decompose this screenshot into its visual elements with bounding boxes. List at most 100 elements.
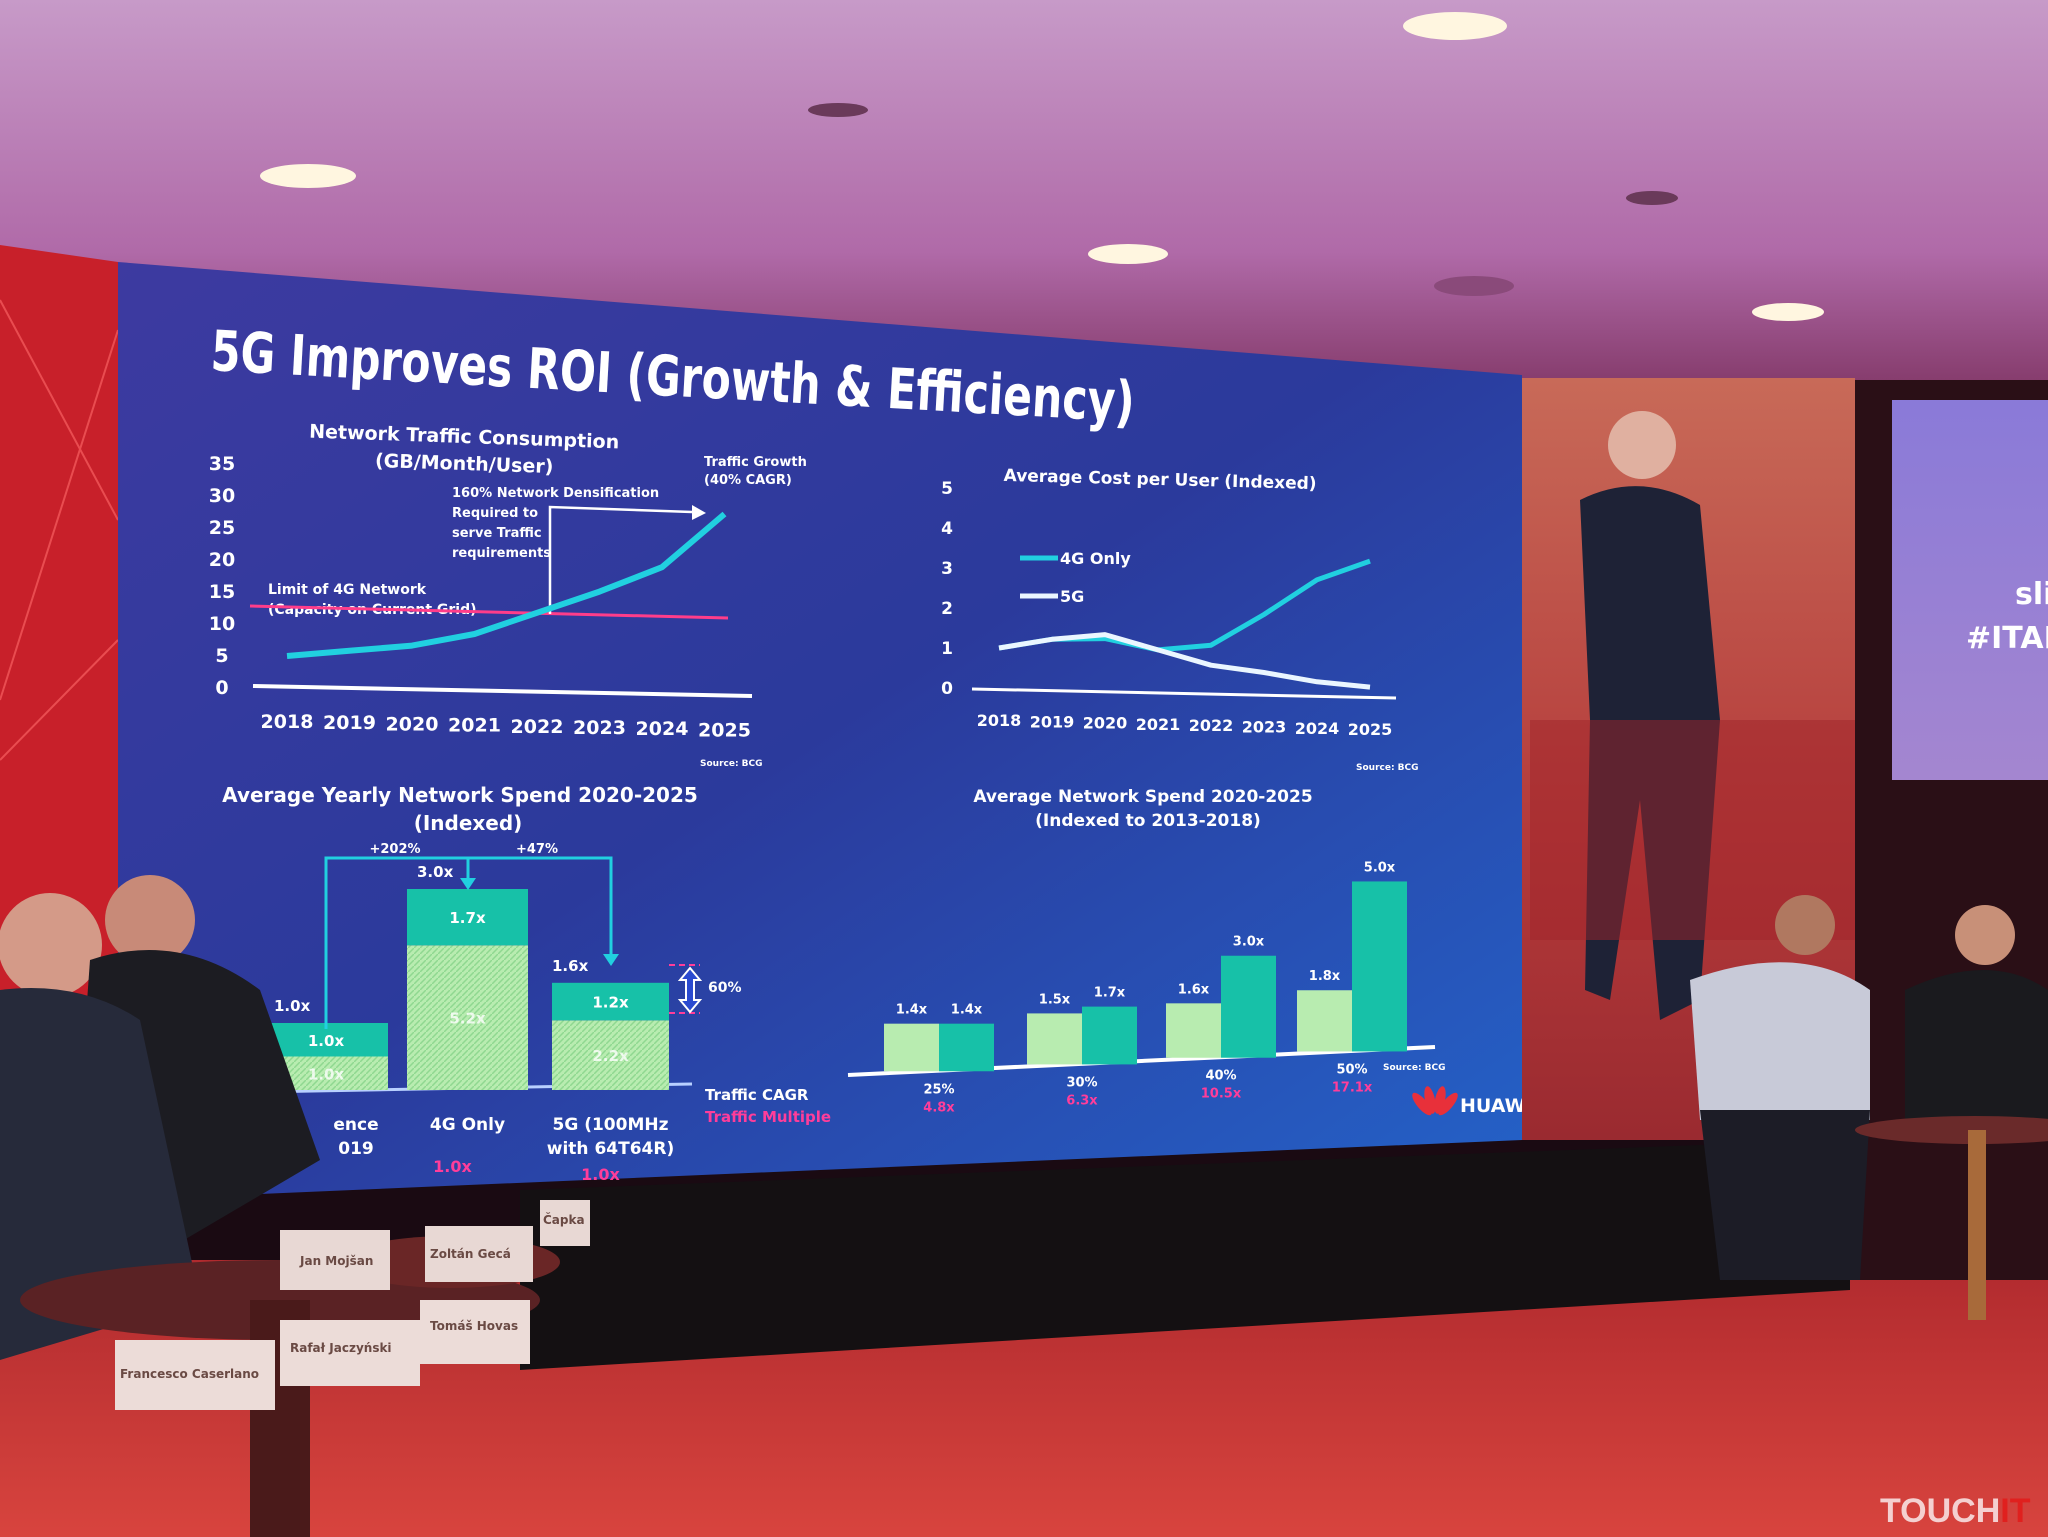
watermark: TOUCHIT [1880,1492,2031,1530]
y-tick-label: 5 [941,479,953,499]
x-tick-label: 2023 [573,717,626,739]
y-tick-label: 15 [209,581,235,603]
bar-upper-label: 1.0x [308,1032,345,1050]
panelists-left [0,875,560,1537]
stage-base [520,1145,1850,1370]
x-tick-label: 2023 [1242,718,1287,737]
bar-light [1166,1003,1221,1058]
traffic-source: Source: BCG [700,759,763,769]
y-tick-label: 30 [209,485,235,507]
category-multiple: 1.0x [433,1157,472,1176]
x-tick-label: 2019 [323,712,376,734]
y-tick-label: 2 [941,599,953,619]
led-panel-lines [0,299,119,761]
yearly-spend-title: Average Yearly Network Spend 2020-2025 [222,783,698,807]
legend-label: 5G [1060,587,1084,606]
network-spend-chart: Average Network Spend 2020-2025 (Indexed… [705,787,1446,1126]
y-tick-label: 0 [941,679,953,699]
watermark-part-b: IT [2000,1492,2030,1530]
category-label: 019 [338,1139,374,1159]
arrow-head-icon [692,505,706,520]
bar-light [1027,1013,1082,1065]
side-screen-line1: sli [2015,577,2048,612]
watermark-part-a: TOUCH [1880,1492,2000,1530]
x-tick-label: 2021 [448,715,501,737]
y-tick-label: 0 [215,677,228,699]
speaker [1530,411,1855,1021]
network-spend-subtitle: (Indexed to 2013-2018) [1035,811,1261,831]
x-tick-label: 2024 [636,718,689,740]
x-tick-label: 2021 [1136,715,1181,734]
name-card: Francesco Caserlano [120,1367,259,1381]
x-tick-label: 2025 [698,719,751,741]
network-spend-source: Source: BCG [1383,1063,1446,1073]
name-card: Tomáš Hovas [430,1319,518,1333]
bar-lower-segment [407,945,528,1090]
arrow-down-icon [603,954,619,966]
network-spend-title: Average Network Spend 2020-2025 [973,787,1312,807]
side-screen-line2: #ITAP [1966,621,2048,656]
bar-light [884,1023,939,1072]
x-axis [971,687,1397,700]
x-tick-label: 2020 [1083,714,1128,733]
y-tick-label: 1 [941,639,953,659]
y-tick-label: 20 [209,549,235,571]
y-tick-label: 25 [209,517,235,539]
series-line-5g [998,632,1371,690]
yearly-spend-subtitle: (Indexed) [414,811,523,835]
bar-total-label: 3.0x [417,863,454,881]
densification-1: 160% Network Densification [452,486,659,501]
bar-total-label: 1.6x [552,957,589,975]
legend-label: 4G Only [1060,549,1131,568]
limit-line [249,604,729,620]
y-tick-label: 4 [941,519,953,539]
increase-4g-label: +202% [369,842,420,857]
bar-dark-label: 3.0x [1233,935,1265,950]
cost-source: Source: BCG [1356,763,1419,773]
traffic-cagr-label: Traffic CAGR [705,1086,809,1104]
side-screen [1892,400,2048,780]
x-tick-label: 2025 [1348,720,1393,739]
y-tick-label: 3 [941,559,953,579]
x-tick-label: 2019 [1030,712,1075,731]
bar-light-label: 1.6x [1178,982,1210,997]
densification-3: serve Traffic [452,526,542,541]
panelist-right [1690,895,2048,1320]
x-tick-label: 2022 [511,716,564,738]
bar-light [1297,990,1352,1052]
multiple-value: 4.8x [923,1100,955,1115]
x-tick-label: 2024 [1295,719,1340,738]
x-tick-label: 2018 [977,711,1022,730]
name-cards: Jan Mojšan Zoltán Gecá Čapka Francesco C… [115,1200,590,1410]
densification-4: requirements [452,546,551,561]
name-card: Rafał Jaczyński [290,1341,392,1355]
saving-label: 60% [708,980,742,996]
bar-dark-label: 5.0x [1364,860,1396,875]
category-label: ence [333,1115,378,1135]
bar-light-label: 1.5x [1039,992,1071,1007]
name-card: Zoltán Gecá [430,1247,511,1261]
arrow-down-icon [460,878,476,890]
bar-lower-label: 2.2x [592,1047,629,1065]
bar-lower-label: 5.2x [449,1010,486,1028]
bar-light-label: 1.4x [896,1003,928,1018]
cagr-value: 40% [1205,1069,1236,1084]
multiple-value: 17.1x [1332,1080,1373,1095]
bar-lower-segment [552,1020,669,1090]
bar-upper-segment [407,889,528,946]
densification-arrow [548,505,693,614]
x-axis [252,684,753,698]
bar-upper-label: 1.2x [592,994,629,1012]
ceiling-lights [260,12,1824,321]
bar-dark [1221,955,1276,1058]
bar-lower-label: 1.0x [308,1065,345,1083]
category-label: 4G Only [430,1115,505,1135]
traffic-line [286,511,727,659]
category-label: with 64T64R) [547,1139,674,1159]
cagr-value: 30% [1066,1075,1097,1090]
x-tick-label: 2018 [261,711,314,733]
growth-2: (40% CAGR) [704,473,792,488]
x-tick-label: 2020 [386,713,439,735]
densification-2: Required to [452,506,538,521]
